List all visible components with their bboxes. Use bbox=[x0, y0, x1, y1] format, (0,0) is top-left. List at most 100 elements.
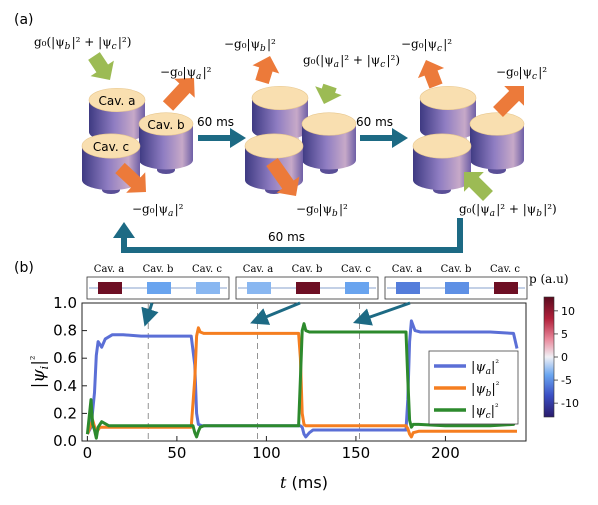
loss-arrow-3a bbox=[417, 60, 445, 89]
inset-cavity-field bbox=[196, 282, 220, 294]
transition-time-2: 60 ms bbox=[356, 115, 393, 129]
plot-frame bbox=[81, 302, 527, 442]
inset-cavity-field bbox=[147, 282, 171, 294]
inset-cavity-field bbox=[98, 282, 122, 294]
inset-cavity-field bbox=[296, 282, 320, 294]
colorbar-gradient bbox=[543, 296, 555, 418]
cavity-b-top bbox=[138, 112, 194, 136]
y-tick-label: 0.8 bbox=[53, 322, 77, 340]
x-axis-label: t (ms) bbox=[280, 473, 328, 492]
transition-time-1: 60 ms bbox=[197, 115, 234, 129]
cavity-state-2: −g₀|ψb |² g₀(|ψa |² + |ψc |²) −g₀|ψb |² bbox=[224, 37, 400, 219]
colorbar-tick-label: 10 bbox=[561, 305, 575, 318]
loss-label-3a: −g₀|ψc |² bbox=[401, 37, 452, 54]
cavity-c bbox=[412, 133, 472, 194]
cavity-c-label: Cav. c bbox=[93, 140, 129, 154]
series-line-1 bbox=[86, 319, 519, 439]
loss-label-3b: −g₀|ψc |² bbox=[496, 65, 547, 82]
legend-entry: |ψa|² bbox=[471, 359, 499, 377]
panel-a-label: (a) bbox=[14, 12, 34, 28]
inset-pointer-arrow bbox=[353, 301, 411, 326]
inset-label: Cav. c bbox=[192, 264, 222, 275]
y-tick-label: 0.6 bbox=[53, 349, 77, 367]
cavity-c-body bbox=[413, 146, 471, 191]
pressure-insets: Cav. a Cav. b Cav. c Cav. a Cav. b Cav. c Cav.… bbox=[86, 264, 528, 300]
cavity-a-label: Cav. a bbox=[99, 94, 136, 108]
intensity-plot: 0 50 100 150 200 0.0 0.2 0.4 0.6 0.8 1.0 t (ms) |ψi|… bbox=[28, 294, 527, 492]
inset-cavity-field bbox=[345, 282, 369, 294]
loss-label-2a: −g₀|ψb |² bbox=[224, 37, 276, 54]
return-time: 60 ms bbox=[268, 230, 305, 244]
inset-label: Cav. a bbox=[243, 264, 273, 275]
pump-arrow-3 bbox=[464, 172, 493, 201]
y-axis-label: |ψi|² bbox=[28, 356, 51, 389]
x-tick-label: 0 bbox=[83, 444, 93, 462]
colorbar-title: p (a.u) bbox=[529, 272, 569, 286]
inset-pointer-arrow bbox=[250, 301, 301, 325]
y-tick-label: 0.4 bbox=[53, 377, 77, 395]
legend-entry: |ψb|² bbox=[471, 381, 500, 399]
inset-3: Cav. a Cav. b Cav. c bbox=[384, 264, 528, 300]
state-transition-arrows: 60 ms 60 ms 60 ms bbox=[113, 115, 463, 253]
cavity-diagram: Cav. a Cav. b Cav. c g₀(|ψb |² + |ψc |²) −g₀… bbox=[34, 35, 557, 219]
cavity-b bbox=[469, 112, 525, 174]
pump-label-1: g₀(|ψb |² + |ψc |²) bbox=[34, 35, 131, 52]
pump-arrow-2 bbox=[315, 83, 342, 104]
cavity-a-top bbox=[88, 87, 146, 113]
colorbar-tick-label: 5 bbox=[561, 328, 568, 341]
cavity-b-body bbox=[302, 124, 356, 170]
series-line-3 bbox=[85, 322, 519, 440]
colorbar-tick-label: -5 bbox=[561, 374, 572, 387]
inset-label: Cav. c bbox=[490, 264, 520, 275]
return-arrow-head bbox=[113, 222, 135, 238]
inset-label: Cav. b bbox=[292, 264, 323, 275]
colorbar-tick-label: 0 bbox=[561, 351, 568, 364]
y-tick-label: 0.0 bbox=[53, 432, 77, 450]
colorbar: p (a.u) 10 5 0 -5 -10 bbox=[529, 272, 579, 418]
cavity-a-top bbox=[251, 85, 309, 111]
loss-arrow-2b bbox=[266, 157, 300, 196]
pump-label-3: g₀(|ψa |² + |ψb |²) bbox=[459, 202, 557, 219]
x-tick-label: 150 bbox=[342, 444, 371, 462]
inset-label: Cav. b bbox=[441, 264, 472, 275]
inset-pointer-arrow bbox=[141, 302, 159, 327]
y-tick-label: 0.2 bbox=[53, 404, 77, 422]
cavity-a-top bbox=[419, 85, 477, 111]
cavity-state-3: −g₀|ψc |² −g₀|ψc |² g₀(|ψa |² + |ψb |²) bbox=[401, 37, 557, 219]
cavity-b-top bbox=[301, 112, 357, 136]
pump-arrow-1 bbox=[88, 52, 114, 80]
inset-label: Cav. a bbox=[94, 264, 124, 275]
return-arrow bbox=[121, 218, 463, 253]
inset-cavity-field bbox=[445, 282, 469, 294]
inset-label: Cav. c bbox=[341, 264, 371, 275]
cavity-b-body bbox=[139, 124, 193, 170]
x-tick-label: 50 bbox=[167, 444, 186, 462]
loss-label-2b: −g₀|ψb |² bbox=[296, 202, 348, 219]
inset-cavity-field bbox=[494, 282, 518, 294]
cavity-b-top bbox=[469, 112, 525, 136]
transition-arrow-2-head bbox=[392, 128, 408, 148]
legend: |ψa|² |ψb|² |ψc|² bbox=[428, 350, 519, 425]
x-tick-label: 200 bbox=[431, 444, 460, 462]
panel-b-label: (b) bbox=[14, 260, 34, 276]
loss-arrow-1b bbox=[115, 162, 146, 193]
loss-label-1b: −g₀|ψa |² bbox=[132, 202, 184, 219]
cavity-b: Cav. b bbox=[138, 112, 194, 174]
cavity-state-1: Cav. a Cav. b Cav. c g₀(|ψb |² + |ψc |²) −g₀… bbox=[34, 35, 212, 219]
inset-2: Cav. a Cav. b Cav. c bbox=[235, 264, 379, 300]
y-tick-label: 1.0 bbox=[53, 294, 77, 312]
inset-1: Cav. a Cav. b Cav. c bbox=[86, 264, 230, 300]
colorbar-tick-label: -10 bbox=[561, 397, 579, 410]
inset-label: Cav. a bbox=[392, 264, 422, 275]
loss-arrow-3b bbox=[493, 86, 524, 117]
cavity-c-top bbox=[244, 133, 304, 159]
cavity-b bbox=[301, 112, 357, 174]
colorbar-ticks: 10 5 0 -5 -10 bbox=[554, 305, 579, 410]
inset-label: Cav. b bbox=[143, 264, 174, 275]
cavity-b-label: Cav. b bbox=[147, 118, 184, 132]
legend-entry: |ψc|² bbox=[471, 403, 499, 421]
loss-arrow-2a bbox=[252, 56, 280, 85]
cavity-b-body bbox=[470, 124, 524, 170]
pump-label-2: g₀(|ψa |² + |ψc |²) bbox=[303, 53, 400, 70]
